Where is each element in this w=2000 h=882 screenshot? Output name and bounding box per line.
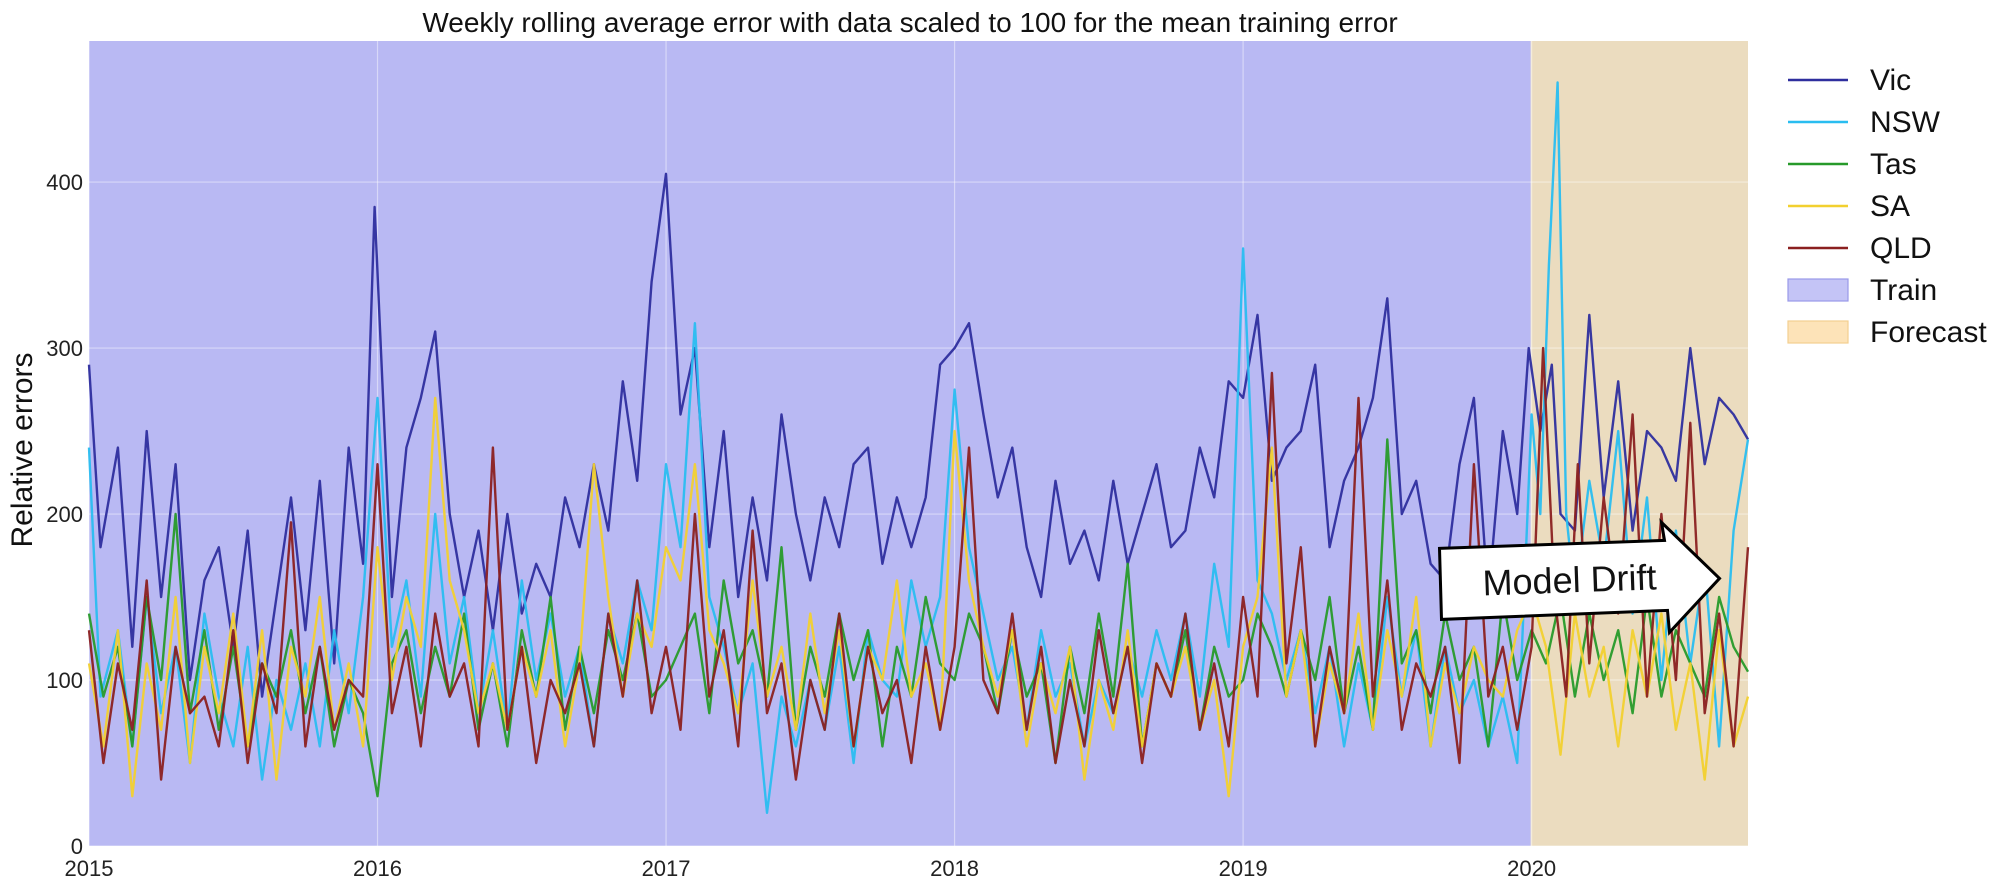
legend-label-tas: Tas bbox=[1870, 148, 1917, 181]
series-line-vic bbox=[87, 172, 1750, 698]
legend-label-nsw: NSW bbox=[1870, 106, 1941, 139]
legend-label-forecast: Forecast bbox=[1870, 316, 1987, 349]
axes: 2015 2016 2017 2018 2019 2020 0 100 200 300 400 bbox=[46, 170, 1556, 881]
y-tick-label: 100 bbox=[46, 668, 83, 693]
x-tick-label: 2016 bbox=[353, 856, 402, 881]
x-tick-label: 2018 bbox=[930, 856, 979, 881]
legend-label-sa: SA bbox=[1870, 190, 1910, 223]
legend-label-vic: Vic bbox=[1870, 64, 1911, 97]
x-tick-label: 2017 bbox=[642, 856, 691, 881]
y-axis-label: Relative errors bbox=[6, 352, 39, 547]
model-drift-arrow bbox=[1437, 518, 1722, 636]
legend-label-qld: QLD bbox=[1870, 232, 1932, 265]
x-tick-label: 2015 bbox=[65, 856, 114, 881]
chart-title: Weekly rolling average error with data s… bbox=[422, 7, 1397, 38]
series-line-sa bbox=[87, 396, 1750, 798]
y-tick-label: 200 bbox=[46, 502, 83, 527]
y-tick-label: 0 bbox=[71, 834, 83, 859]
legend-label-train: Train bbox=[1870, 274, 1937, 307]
y-tick-label: 400 bbox=[46, 170, 83, 195]
x-tick-label: 2019 bbox=[1219, 856, 1268, 881]
legend-swatch-train bbox=[1787, 278, 1849, 302]
legend: Vic NSW Tas SA QLD Train Forecast bbox=[1787, 64, 1987, 349]
x-tick-label: 2020 bbox=[1507, 856, 1556, 881]
model-drift-label: Model Drift bbox=[1482, 556, 1657, 603]
y-tick-label: 300 bbox=[46, 336, 83, 361]
legend-swatch-forecast bbox=[1787, 320, 1849, 344]
series-line-nsw bbox=[87, 81, 1750, 814]
model-drift-annotation: Model Drift bbox=[1437, 518, 1722, 636]
